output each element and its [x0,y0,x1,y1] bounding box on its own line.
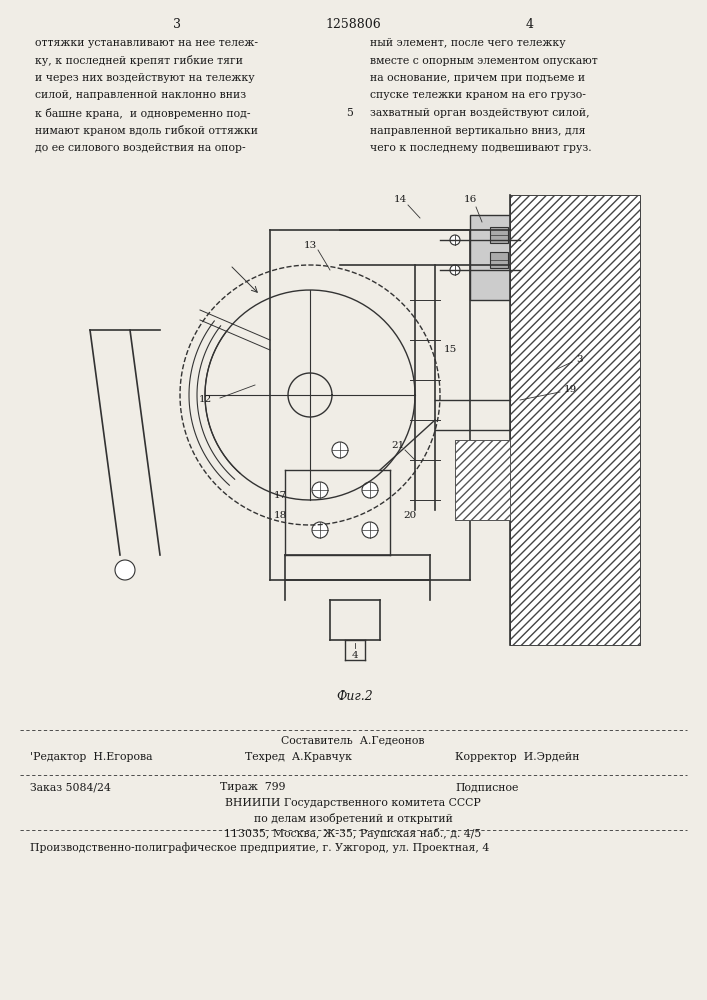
Text: спуске тележки краном на его грузо-: спуске тележки краном на его грузо- [370,91,586,101]
Bar [455,440,510,520]
Text: 113035, Москва, Ж-35, Раушская наб., д. 4/5: 113035, Москва, Ж-35, Раушская наб., д. … [224,828,481,839]
Text: Фиг.2: Фиг.2 [337,690,373,703]
Circle shape [450,265,460,275]
Text: Подписное: Подписное [455,782,518,792]
Text: и через них воздействуют на тележку: и через них воздействуют на тележку [35,73,255,83]
Text: 5: 5 [346,108,354,118]
Text: 16: 16 [463,196,477,205]
Circle shape [547,237,553,243]
Text: 19: 19 [563,385,577,394]
Bar [470,215,515,300]
Text: 1258806: 1258806 [325,18,381,31]
Text: силой, направленной наклонно вниз: силой, направленной наклонно вниз [35,91,246,101]
Circle shape [577,447,583,453]
Text: Составитель  А.Гедеонов: Составитель А.Гедеонов [281,735,425,745]
Circle shape [362,482,378,498]
Text: Корректор  И.Эрдейн: Корректор И.Эрдейн [455,752,580,762]
Circle shape [115,560,135,580]
Bar [490,252,508,268]
Text: ВНИИПИ Государственного комитета СССР: ВНИИПИ Государственного комитета СССР [225,798,481,808]
Bar [510,195,640,645]
Text: 13: 13 [303,240,317,249]
Text: ный элемент, после чего тележку: ный элемент, после чего тележку [370,38,566,48]
Text: 21: 21 [392,440,404,450]
Text: к башне крана,  и одновременно под-: к башне крана, и одновременно под- [35,108,250,119]
Circle shape [517,417,523,423]
Text: 17: 17 [274,490,286,499]
Text: Техред  А.Кравчук: Техред А.Кравчук [245,752,352,762]
Text: 'Редактор  Н.Егорова: 'Редактор Н.Егорова [30,752,153,762]
Circle shape [517,237,523,243]
Text: чего к последнему подвешивают груз.: чего к последнему подвешивают груз. [370,143,592,153]
Circle shape [450,235,460,245]
Circle shape [517,447,523,453]
Text: 4: 4 [351,650,358,660]
Bar [455,440,510,520]
Text: Тираж  799: Тираж 799 [220,782,286,792]
Text: нимают краном вдоль гибкой оттяжки: нимают краном вдоль гибкой оттяжки [35,125,258,136]
Text: 3: 3 [577,356,583,364]
Text: направленной вертикально вниз, для: направленной вертикально вниз, для [370,125,585,135]
Text: на основание, причем при подъеме и: на основание, причем при подъеме и [370,73,585,83]
Text: вместе с опорным элементом опускают: вместе с опорным элементом опускают [370,55,597,66]
Circle shape [312,522,328,538]
Circle shape [362,522,378,538]
Bar [490,227,508,243]
Text: 15: 15 [443,346,457,355]
Circle shape [577,237,583,243]
Text: 3: 3 [173,18,181,31]
Text: 14: 14 [393,196,407,205]
Text: по делам изобретений и открытий: по делам изобретений и открытий [254,813,452,824]
Text: Производственно-полиграфическое предприятие, г. Ужгород, ул. Проектная, 4: Производственно-полиграфическое предприя… [30,842,489,853]
Text: Заказ 5084/24: Заказ 5084/24 [30,782,111,792]
Circle shape [312,482,328,498]
Circle shape [547,417,553,423]
Circle shape [547,267,553,273]
Text: 18: 18 [274,510,286,520]
Circle shape [577,417,583,423]
Text: до ее силового воздействия на опор-: до ее силового воздействия на опор- [35,143,245,153]
Circle shape [577,267,583,273]
Text: ку, к последней крепят гибкие тяги: ку, к последней крепят гибкие тяги [35,55,243,66]
Circle shape [332,442,348,458]
Text: 12: 12 [199,395,211,404]
Text: захватный орган воздействуют силой,: захватный орган воздействуют силой, [370,108,590,118]
Text: 4: 4 [526,18,534,31]
Text: 20: 20 [404,510,416,520]
Bar [510,195,640,645]
Circle shape [517,267,523,273]
Text: оттяжки устанавливают на нее тележ-: оттяжки устанавливают на нее тележ- [35,38,258,48]
Circle shape [547,447,553,453]
